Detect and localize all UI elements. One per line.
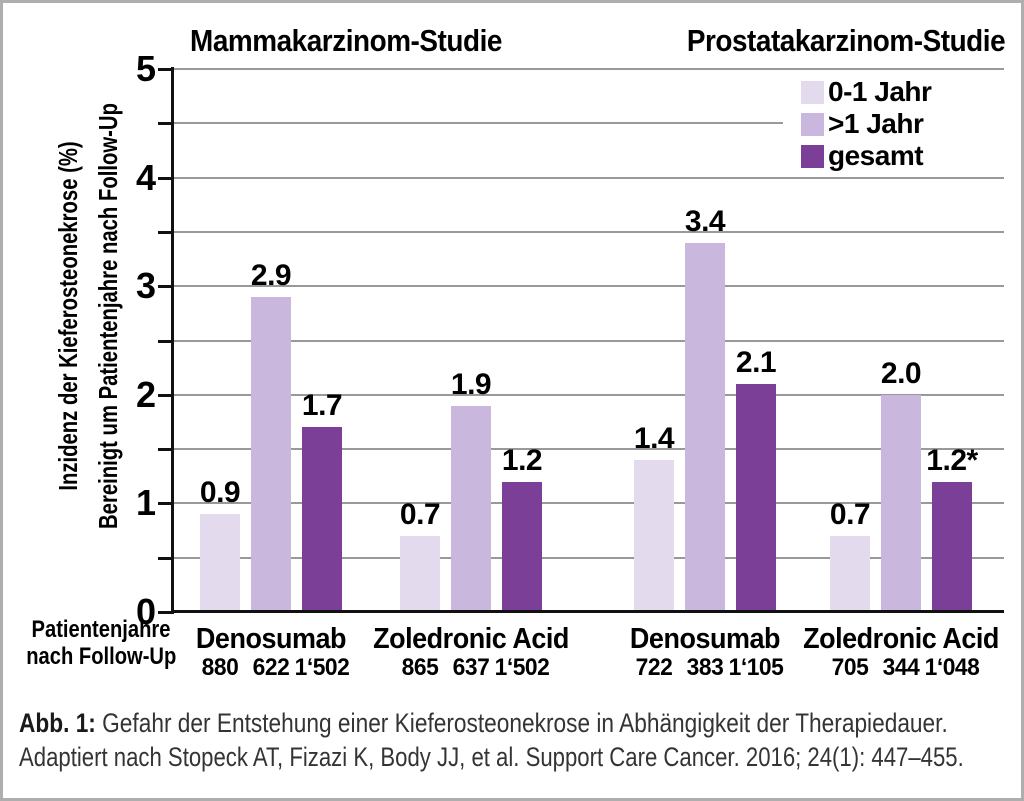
bar->1-jahr	[685, 242, 725, 612]
caption-figure-label: Abb. 1:	[19, 708, 96, 738]
bar-gesamt	[302, 427, 342, 612]
bar-value-label: 1.7	[301, 389, 343, 423]
gridline	[173, 556, 1004, 559]
bar-gesamt	[736, 383, 776, 612]
bar->1-jahr	[251, 297, 291, 612]
y-tick-label: 0	[135, 591, 156, 632]
legend: 0-1 Jahr >1 Jahr gesamt	[783, 74, 1015, 176]
x-axis-line	[171, 610, 1004, 613]
bar-value-label: 2.9	[250, 259, 292, 293]
y-axis-tick	[158, 556, 172, 560]
bar-value-label: 0.7	[399, 497, 441, 531]
x-axis-note-line1: Patientenjahre	[31, 616, 171, 643]
y-tick-label: 1	[135, 482, 156, 524]
y-axis-tick	[158, 611, 172, 614]
y-tick-label: 2	[135, 373, 156, 415]
legend-row: 0-1 Jahr	[801, 76, 1015, 108]
gridline	[173, 122, 1004, 125]
gridline	[173, 393, 1004, 396]
bar-0-1-jahr	[200, 514, 240, 612]
x-axis-note-line2: nach Follow-Up	[26, 643, 177, 670]
caption-line1-text: Gefahr der Entstehung einer Kieferosteon…	[95, 708, 948, 738]
caption-line1: Abb. 1: Gefahr der Entstehung einer Kief…	[19, 706, 948, 740]
bar->1-jahr	[881, 394, 921, 612]
y-axis-title: Inzidenz der Kieferosteonekrose (%) Bere…	[48, 36, 130, 596]
caption-line2: Adaptiert nach Stopeck AT, Fizazi K, Bod…	[19, 742, 964, 772]
bar-value-label: 1.2	[501, 443, 543, 477]
legend-row: gesamt	[801, 140, 1015, 172]
y-axis-tick	[158, 448, 172, 452]
bar-value-label: 1.2*	[926, 443, 978, 477]
y-tick-label: 3	[135, 265, 156, 307]
legend-swatch	[801, 144, 824, 168]
gridline	[173, 68, 1004, 70]
legend-swatch	[801, 112, 824, 136]
y-tick-label: 5	[135, 48, 156, 89]
y-axis-tick	[158, 122, 172, 126]
gridline	[173, 502, 1004, 505]
group-label: Denosumab	[629, 623, 781, 655]
patient-years-value: 622	[252, 654, 290, 681]
bar-value-label: 0.7	[829, 497, 871, 531]
figure-caption: Abb. 1: Gefahr der Entstehung einer Kief…	[19, 706, 1021, 774]
bar-0-1-jahr	[830, 535, 870, 612]
gridline	[173, 448, 1004, 451]
patient-years-value: 705	[831, 654, 869, 681]
patient-years-value: 1‘105	[728, 654, 784, 681]
group-label: Zoledronic Acid	[803, 623, 999, 655]
bar-value-label: 1.4	[633, 421, 675, 455]
x-axis-note: Patientenjahre nach Follow-Up	[26, 616, 176, 670]
y-axis-tick	[158, 176, 172, 180]
bar-value-label: 2.1	[735, 345, 777, 379]
patient-years-value: 865	[401, 654, 439, 681]
patient-years-value: 880	[201, 654, 239, 681]
y-axis-title-line2: Bereinigt um Patientenjahre nach Follow-…	[93, 103, 123, 529]
legend-label: gesamt	[828, 140, 924, 171]
gridline	[173, 176, 1004, 179]
y-axis-line	[171, 67, 174, 614]
bar-value-label: 1.9	[450, 367, 492, 401]
study-title-prostata: Prostatakarzinom-Studie	[686, 23, 1006, 58]
bar-value-label: 0.9	[199, 476, 241, 510]
patient-years-value: 722	[635, 654, 673, 681]
y-axis-tick	[158, 393, 172, 397]
y-axis-title-line1: Inzidenz der Kieferosteonekrose (%)	[53, 141, 83, 491]
legend-row: >1 Jahr	[801, 108, 1015, 140]
y-axis-tick	[158, 339, 172, 343]
patient-years-value: 1‘048	[924, 654, 980, 681]
y-axis-tick	[158, 285, 172, 289]
y-axis-tick	[158, 68, 172, 71]
y-tick-label: 4	[135, 156, 156, 198]
legend-swatch	[801, 80, 824, 104]
patient-years-value: 344	[882, 654, 920, 681]
legend-label: >1 Jahr	[828, 108, 924, 139]
bar-value-label: 2.0	[880, 356, 922, 390]
bar-gesamt	[502, 481, 542, 612]
bar-0-1-jahr	[400, 535, 440, 612]
study-title-mamma: Mammakarzinom-Studie	[190, 23, 502, 58]
bar-0-1-jahr	[634, 459, 674, 612]
gridline	[173, 230, 1004, 233]
patient-years-value: 383	[686, 654, 724, 681]
gridline	[173, 339, 1004, 342]
group-label: Zoledronic Acid	[373, 623, 569, 655]
legend-label: 0-1 Jahr	[828, 76, 932, 107]
y-axis-tick	[158, 502, 172, 506]
patient-years-value: 637	[452, 654, 490, 681]
y-axis-tick	[158, 230, 172, 234]
bar-gesamt	[932, 481, 972, 612]
gridline	[173, 285, 1004, 288]
patient-years-value: 1‘502	[494, 654, 550, 681]
patient-years-value: 1‘502	[294, 654, 350, 681]
group-label: Denosumab	[195, 623, 347, 655]
bar->1-jahr	[451, 405, 491, 612]
bar-value-label: 3.4	[684, 204, 726, 238]
